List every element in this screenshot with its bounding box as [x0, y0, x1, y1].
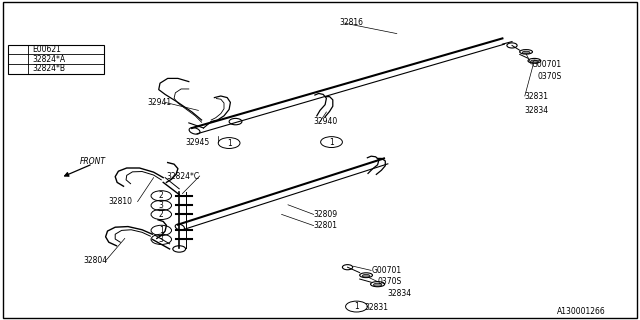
- Text: 32810: 32810: [109, 197, 133, 206]
- Ellipse shape: [522, 51, 530, 54]
- Text: 32940: 32940: [314, 117, 338, 126]
- Text: 32809: 32809: [314, 210, 338, 219]
- Text: 3: 3: [159, 201, 164, 210]
- Text: 1: 1: [159, 226, 164, 235]
- Ellipse shape: [531, 60, 538, 63]
- Text: FRONT: FRONT: [80, 157, 106, 166]
- Text: 1: 1: [354, 302, 359, 311]
- Text: 32804: 32804: [83, 256, 108, 265]
- Text: 32834: 32834: [387, 289, 412, 298]
- Text: 2: 2: [159, 191, 164, 200]
- Text: 1: 1: [227, 139, 232, 148]
- Text: 32831: 32831: [365, 303, 388, 312]
- Text: 32824*A: 32824*A: [32, 55, 65, 64]
- Text: 32945: 32945: [186, 138, 210, 147]
- Text: 1: 1: [15, 47, 20, 52]
- Text: 1: 1: [329, 138, 334, 147]
- Text: 3: 3: [15, 66, 20, 72]
- Text: A130001266: A130001266: [557, 308, 605, 316]
- Text: 32824*C: 32824*C: [166, 172, 200, 180]
- Text: 0370S: 0370S: [538, 72, 562, 81]
- Text: G00701: G00701: [371, 266, 401, 275]
- Text: 32831: 32831: [525, 92, 548, 100]
- Ellipse shape: [362, 275, 370, 277]
- Text: 0370S: 0370S: [378, 277, 402, 286]
- Text: 2: 2: [16, 56, 20, 62]
- Text: 3: 3: [159, 235, 164, 244]
- Ellipse shape: [373, 283, 381, 286]
- Text: 32801: 32801: [314, 221, 338, 230]
- Text: 32834: 32834: [525, 106, 549, 115]
- Text: 32824*B: 32824*B: [32, 64, 65, 73]
- Text: 2: 2: [159, 210, 164, 219]
- Text: E00621: E00621: [32, 45, 61, 54]
- Text: G00701: G00701: [531, 60, 561, 68]
- Text: 32816: 32816: [339, 18, 364, 27]
- Text: 32941: 32941: [147, 98, 172, 107]
- Bar: [8, 45, 104, 74]
